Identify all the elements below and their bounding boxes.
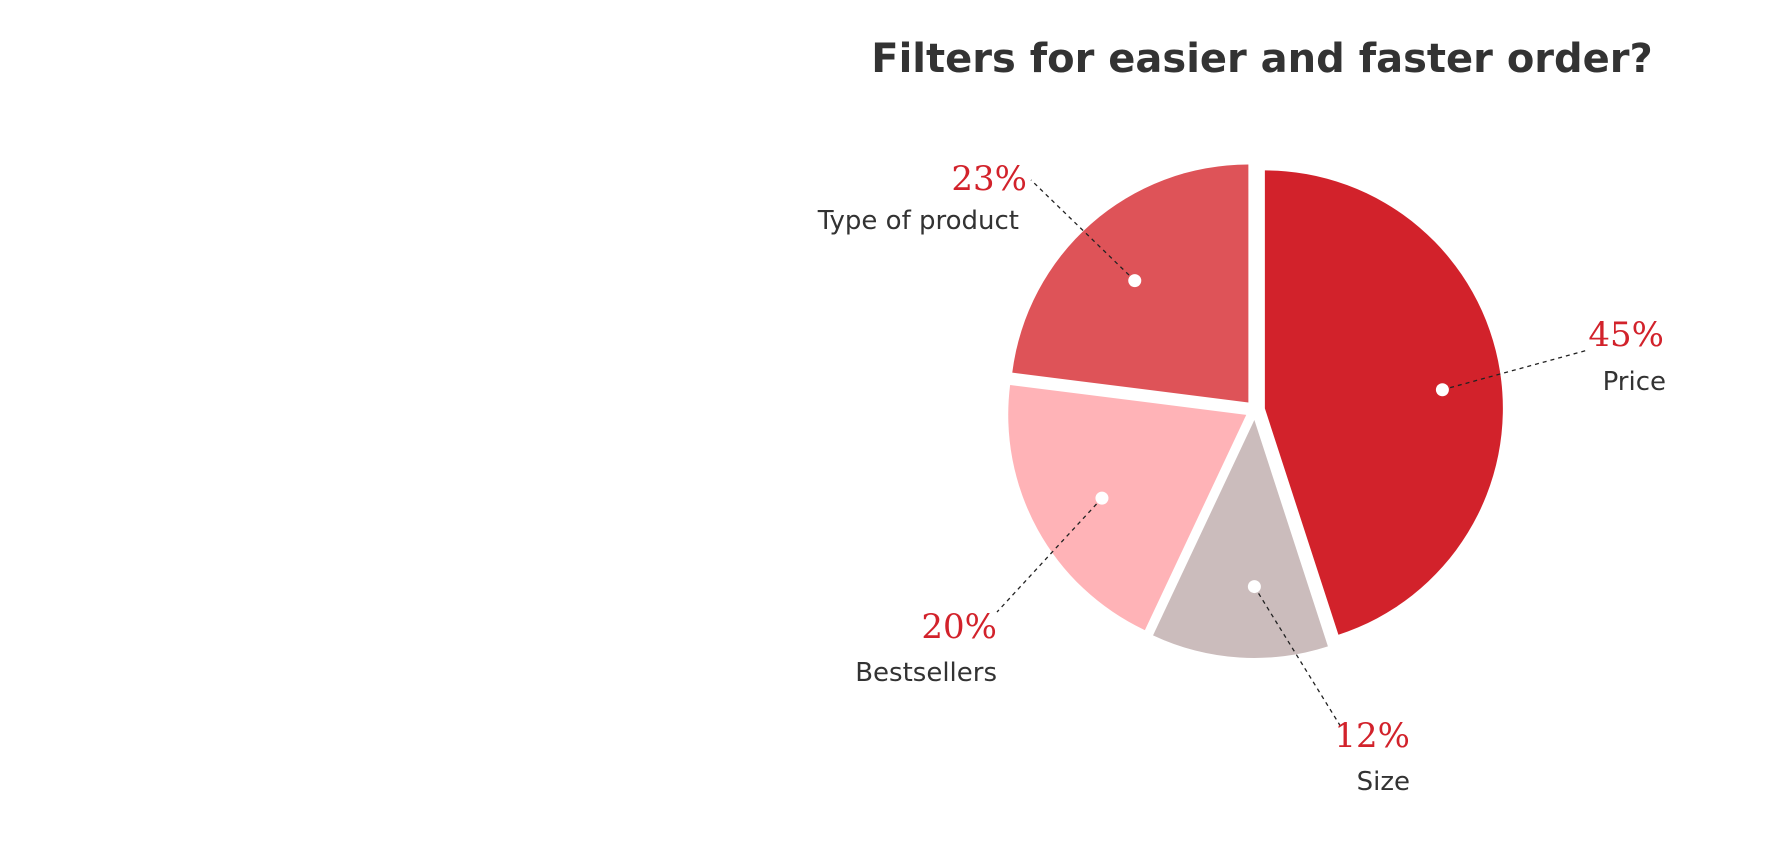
slice-category-label: Size — [1357, 767, 1410, 797]
leader-line — [1030, 179, 1136, 282]
pie-slice-bestsellers — [1008, 384, 1247, 631]
slice-percent-label: 12% — [1334, 716, 1410, 756]
chart-title: Filters for easier and faster order? — [871, 36, 1652, 82]
leader-lines — [996, 179, 1589, 728]
slice-category-label: Price — [1603, 367, 1666, 397]
slice-category-label: Bestsellers — [855, 658, 997, 688]
leader-line — [1253, 586, 1342, 728]
slice-labels: 45% Price 12% Size 20% Bestsellers 23% Type of … — [817, 159, 1666, 797]
slice-marker-dot — [1247, 580, 1261, 594]
slice-percent-label: 20% — [921, 607, 997, 647]
pie-slice-price — [1264, 170, 1503, 635]
slice-marker-dot — [1128, 274, 1142, 288]
slice-category-label: Type of product — [817, 206, 1019, 236]
leader-line — [1442, 349, 1589, 391]
slice-percent-label: 23% — [951, 159, 1027, 199]
leader-line — [996, 497, 1103, 613]
slice-marker-dot — [1095, 491, 1109, 505]
slice-percent-label: 45% — [1588, 315, 1664, 355]
slice-marker-dot — [1435, 383, 1449, 397]
pie-slice-size — [1153, 419, 1328, 658]
